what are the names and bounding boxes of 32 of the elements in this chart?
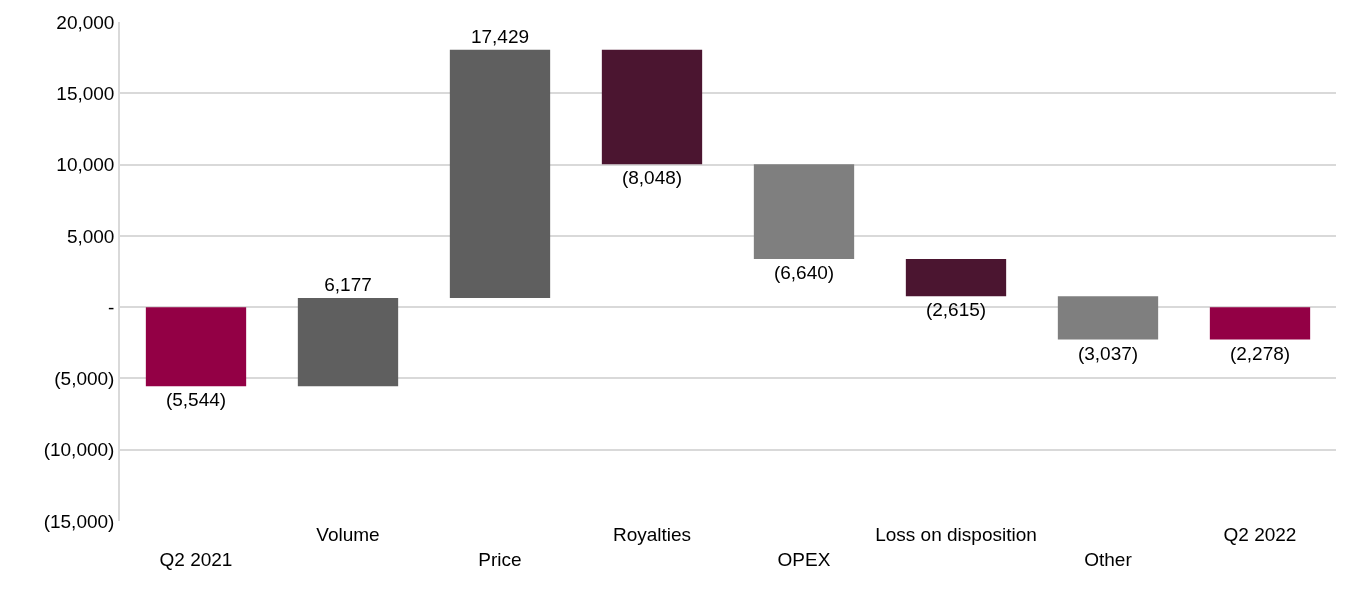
data-label: (3,037) <box>1077 342 1139 364</box>
bar <box>1209 307 1311 340</box>
bar <box>753 164 855 260</box>
x-tick-label: Q2 2021 <box>159 548 233 570</box>
data-label: (6,640) <box>773 262 835 284</box>
y-tick-label: - <box>108 296 115 318</box>
x-tick-label: Royalties <box>612 524 692 545</box>
bar <box>145 307 247 387</box>
data-label: (2,278) <box>1229 342 1291 364</box>
bar <box>601 49 703 165</box>
y-tick-label: 20,000 <box>56 11 115 33</box>
bar <box>297 298 399 387</box>
data-label: (2,615) <box>925 299 987 321</box>
data-label: 6,177 <box>324 274 372 296</box>
data-label: (5,544) <box>165 389 227 411</box>
x-tick-label: OPEX <box>777 548 831 570</box>
x-tick-label: Loss on disposition <box>875 524 1037 545</box>
x-tick-label: Volume <box>316 524 380 545</box>
data-label: 17,429 <box>470 25 530 47</box>
x-tick-label: Other <box>1084 548 1133 570</box>
y-tick-label: 5,000 <box>66 225 115 247</box>
data-label: (8,048) <box>621 167 683 189</box>
y-tick-label: (5,000) <box>54 368 115 390</box>
y-tick-label: 15,000 <box>56 82 115 104</box>
bar <box>1057 296 1159 340</box>
y-tick-label: (10,000) <box>43 439 115 461</box>
bar <box>449 49 551 299</box>
x-tick-label: Price <box>478 548 522 570</box>
y-tick-label: 10,000 <box>56 154 115 176</box>
x-tick-label: Q2 2022 <box>1223 524 1297 545</box>
y-tick-label: (15,000) <box>43 510 115 532</box>
bar <box>905 259 1007 297</box>
